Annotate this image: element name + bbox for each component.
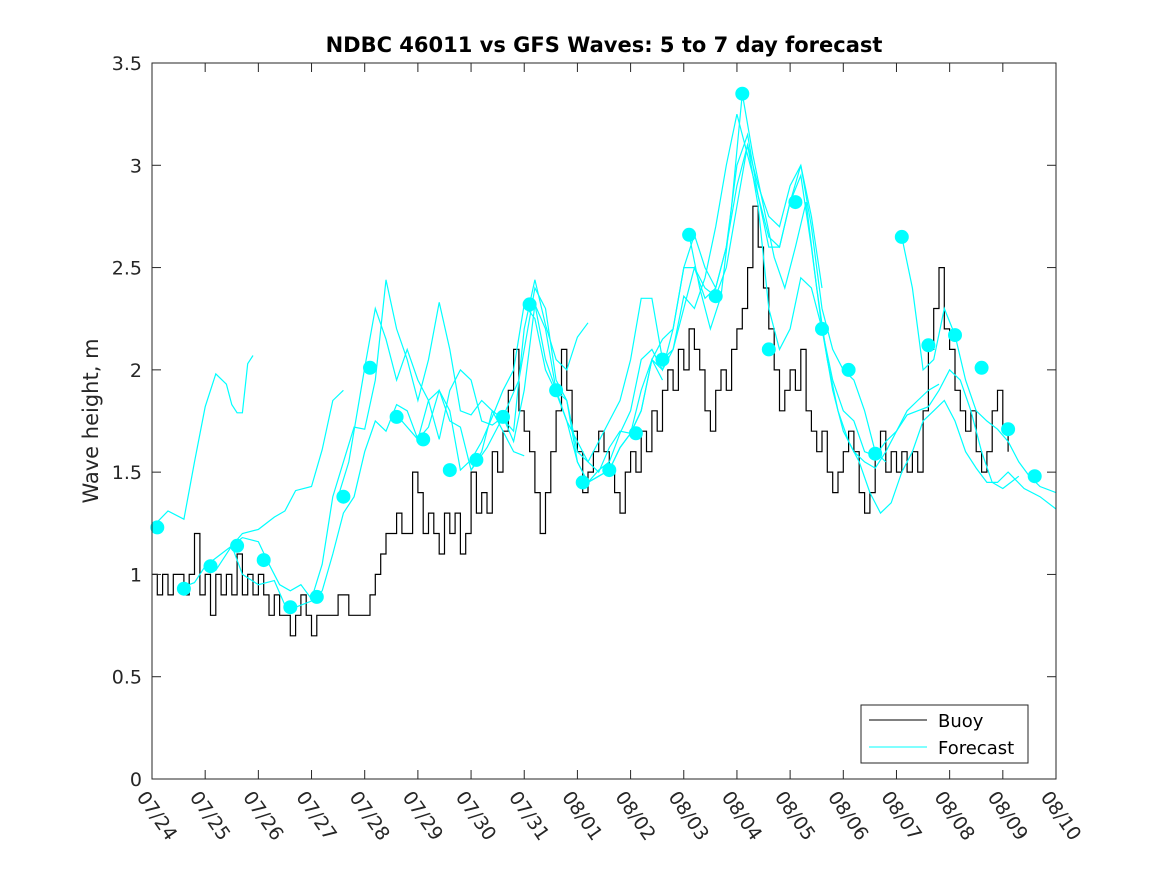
forecast-marker (309, 589, 324, 604)
forecast-marker (256, 553, 271, 568)
forecast-line (688, 93, 1056, 515)
legend-label-buoy: Buoy (938, 711, 984, 732)
forecast-marker (868, 446, 883, 461)
forecast-marker (761, 342, 776, 357)
forecast-marker (735, 86, 750, 101)
forecast-marker (150, 520, 165, 535)
forecast-marker (1027, 469, 1042, 484)
plot-frame (151, 62, 1057, 780)
forecast-marker (203, 559, 218, 574)
forecast-marker (469, 452, 484, 467)
y-tick-label: 3.5 (112, 53, 142, 75)
forecast-marker (602, 463, 617, 478)
forecast-line (587, 144, 1020, 490)
forecast-marker (655, 352, 670, 367)
legend-label-forecast: Forecast (938, 738, 1014, 759)
forecast-marker (788, 195, 803, 210)
y-tick-label: 1.5 (112, 462, 142, 484)
forecast-marker (336, 489, 351, 504)
forecast-marker (708, 289, 723, 304)
forecast-marker (1001, 422, 1016, 437)
forecast-marker (549, 383, 564, 398)
y-tick-label: 1 (130, 564, 142, 586)
forecast-marker (815, 321, 829, 336)
forecast-line (152, 355, 254, 528)
forecast-marker (974, 360, 989, 375)
forecast-marker (389, 409, 404, 424)
forecast-marker (416, 432, 431, 447)
y-tick-label: 2 (130, 360, 142, 382)
legend: Buoy Forecast (860, 704, 1029, 764)
forecast-marker (921, 338, 936, 353)
y-tick-label: 0.5 (112, 667, 142, 689)
forecast-marker (496, 409, 510, 424)
forecast-marker (841, 362, 856, 377)
y-tick-label: 3 (130, 155, 142, 177)
y-tick-label: 0 (130, 769, 142, 791)
forecast-marker (894, 229, 909, 244)
y-axis-label: Wave height, m (79, 338, 103, 503)
forecast-marker (575, 475, 590, 490)
forecast-marker (442, 463, 457, 478)
forecast-marker (230, 538, 245, 553)
buoy-series-line (152, 205, 1009, 637)
y-tick-label: 2.5 (112, 258, 142, 280)
forecast-marker (176, 581, 191, 596)
forecast-line (901, 236, 1056, 494)
plot-area (152, 63, 1056, 779)
legend-box (860, 704, 1029, 764)
forecast-marker (948, 328, 962, 343)
series-layer (150, 86, 1056, 637)
forecast-line (470, 113, 887, 471)
chart-title: NDBC 46011 vs GFS Waves: 5 to 7 day fore… (326, 33, 883, 57)
forecast-marker (363, 360, 377, 375)
forecast-marker (522, 297, 537, 312)
forecast-marker (283, 600, 298, 615)
forecast-marker (682, 227, 697, 242)
forecast-marker (628, 426, 643, 441)
